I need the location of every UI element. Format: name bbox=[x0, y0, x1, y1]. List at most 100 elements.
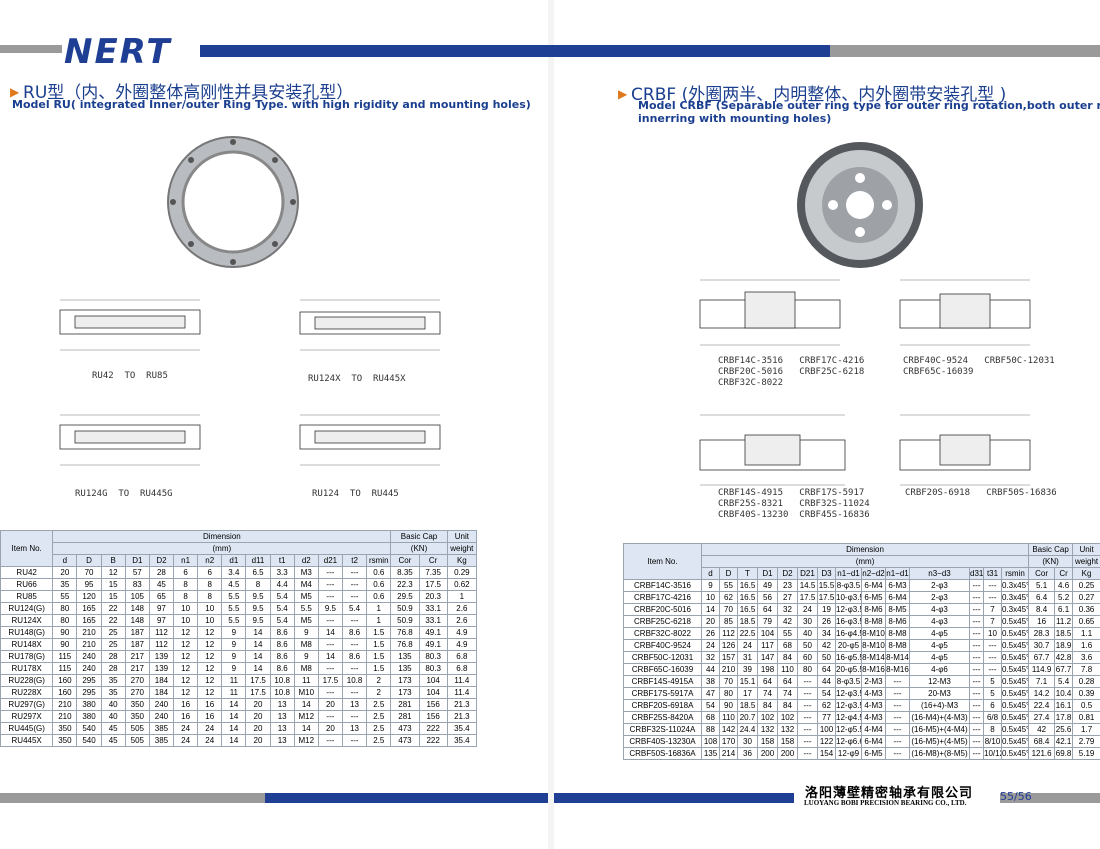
table-cell: 110 bbox=[719, 711, 738, 724]
table-cell: --- bbox=[969, 603, 984, 616]
table-cell: 8-φ3.5 bbox=[835, 675, 862, 688]
table-cell: 104 bbox=[418, 686, 448, 699]
table-cell: 148 bbox=[124, 614, 150, 627]
table-cell: 3.3 bbox=[269, 566, 295, 579]
header-cell: Item No. bbox=[623, 543, 702, 580]
table-row: CRBF14C-3516 9 55 16.5 49 23 14.5 15.5 8-φ3.5 6-M… bbox=[623, 579, 1100, 592]
item-cell: RU124(G) bbox=[0, 602, 54, 615]
table-row: RU85 55 120 15 105 65 8 8 5.5 9.5 5.4 M5 --- --- 0.6 29… bbox=[0, 590, 478, 603]
table-cell: --- bbox=[969, 711, 984, 724]
table-cell: 8-M16 bbox=[885, 663, 910, 676]
table-cell: 24 bbox=[701, 639, 720, 652]
table-cell: 5.5 bbox=[221, 614, 247, 627]
table-cell: 10 bbox=[701, 591, 720, 604]
table-cell: 0.25 bbox=[1072, 579, 1100, 592]
table-row: RU297(G) 210 380 40 350 240 16 16 14 20 13 14 20 13 2.… bbox=[0, 698, 478, 711]
table-cell: 15 bbox=[100, 578, 126, 591]
table-cell: 350 bbox=[124, 698, 150, 711]
table-cell: 2.5 bbox=[366, 722, 392, 735]
column-header: d21 bbox=[317, 554, 344, 567]
table-cell: 44 bbox=[701, 663, 720, 676]
item-cell: RU178X bbox=[0, 662, 54, 675]
table-cell: 0.3x45° bbox=[1000, 603, 1030, 616]
table-cell: 50 bbox=[797, 639, 818, 652]
table-cell: 64 bbox=[757, 603, 778, 616]
table-cell: 40 bbox=[797, 627, 818, 640]
table-cell: 122 bbox=[817, 735, 836, 748]
table-cell: 18.5 bbox=[1054, 627, 1074, 640]
table-cell: 105 bbox=[124, 590, 150, 603]
table-cell: 24 bbox=[797, 603, 818, 616]
table-cell: 28 bbox=[100, 650, 126, 663]
table-cell: 156 bbox=[418, 698, 448, 711]
table-cell: 0.39 bbox=[1072, 687, 1100, 700]
table-cell: 80 bbox=[797, 663, 818, 676]
table-cell: 5.4 bbox=[341, 602, 368, 615]
item-cell: CRBF65C-16039 bbox=[623, 663, 702, 676]
table-cell: M3 bbox=[293, 566, 319, 579]
table-cell: 380 bbox=[76, 698, 102, 711]
table-cell: 90 bbox=[52, 626, 78, 639]
table-cell: 0.36 bbox=[1072, 603, 1100, 616]
table-cell: 32 bbox=[701, 651, 720, 664]
table-cell: 88 bbox=[701, 723, 720, 736]
table-cell: 14 bbox=[293, 698, 319, 711]
table-cell: 0.3x45° bbox=[1000, 579, 1030, 592]
table-row: CRBF25S-8420A 68 110 20.7 102 102 --- 77 12-φ4.5… bbox=[623, 711, 1100, 724]
table-cell: 14 bbox=[221, 734, 247, 747]
table-cell: 8-M14 bbox=[861, 651, 886, 664]
table-cell: 14 bbox=[221, 710, 247, 723]
table-cell: (16-M5)+(4-M4) bbox=[909, 723, 970, 736]
table-cell: 28.3 bbox=[1028, 627, 1056, 640]
table-cell: 7.8 bbox=[1072, 663, 1100, 676]
table-cell: M12 bbox=[293, 710, 319, 723]
table-cell: 62 bbox=[817, 699, 836, 712]
table-cell: 20.3 bbox=[418, 590, 448, 603]
table-cell: 22.3 bbox=[390, 578, 420, 591]
table-cell: 4.9 bbox=[446, 626, 478, 639]
table-cell: 45 bbox=[100, 734, 126, 747]
table-cell: --- bbox=[317, 686, 344, 699]
item-cell: CRBF14C-3516 bbox=[623, 579, 702, 592]
table-cell: 0.6 bbox=[366, 578, 392, 591]
drawing-caption: RU124X TO RU445X bbox=[308, 374, 406, 384]
column-header: t31 bbox=[983, 567, 1002, 580]
table-cell: 350 bbox=[52, 734, 78, 747]
table-cell: 139 bbox=[148, 650, 175, 663]
table-cell: 16.5 bbox=[737, 579, 758, 592]
table-cell: 10.8 bbox=[269, 686, 295, 699]
table-cell: 240 bbox=[148, 698, 175, 711]
page-number: 55/56 bbox=[1000, 790, 1032, 803]
item-cell: CRBF50S-16836A bbox=[623, 747, 702, 760]
table-cell: 132 bbox=[757, 723, 778, 736]
table-cell: 173 bbox=[390, 674, 420, 687]
table-cell: 158 bbox=[757, 735, 778, 748]
table-cell: 0.27 bbox=[1072, 591, 1100, 604]
table-cell: 148 bbox=[124, 602, 150, 615]
table-cell: 8 bbox=[173, 590, 199, 603]
table-cell: 1 bbox=[366, 614, 392, 627]
table-cell: 8.4 bbox=[1028, 603, 1056, 616]
item-cell: CRBF14S-4915A bbox=[623, 675, 702, 688]
header-cell: Dimension bbox=[700, 543, 1030, 556]
table-cell: --- bbox=[341, 578, 368, 591]
company-en: LUOYANG BOBI PRECISION BEARING CO., LTD. bbox=[804, 799, 967, 807]
table-cell: 8.35 bbox=[390, 566, 420, 579]
table-cell: 17.5 bbox=[418, 578, 448, 591]
table-cell: 17.5 bbox=[317, 674, 344, 687]
table-cell: 12 bbox=[197, 650, 223, 663]
table-cell: 34 bbox=[817, 627, 836, 640]
table-cell: 8.6 bbox=[269, 638, 295, 651]
table-cell: 240 bbox=[76, 662, 102, 675]
item-cell: CRBF20C-5016 bbox=[623, 603, 702, 616]
table-cell: --- bbox=[797, 711, 818, 724]
column-header: D2 bbox=[148, 554, 175, 567]
table-cell: 35.4 bbox=[446, 722, 478, 735]
table-cell: 24.4 bbox=[737, 723, 758, 736]
table-cell: 25 bbox=[100, 626, 126, 639]
column-header: rsmin bbox=[1000, 567, 1030, 580]
table-cell: 505 bbox=[124, 734, 150, 747]
table-cell: 85 bbox=[719, 615, 738, 628]
table-cell: 0.5x45° bbox=[1000, 711, 1030, 724]
table-cell: 80 bbox=[52, 614, 78, 627]
